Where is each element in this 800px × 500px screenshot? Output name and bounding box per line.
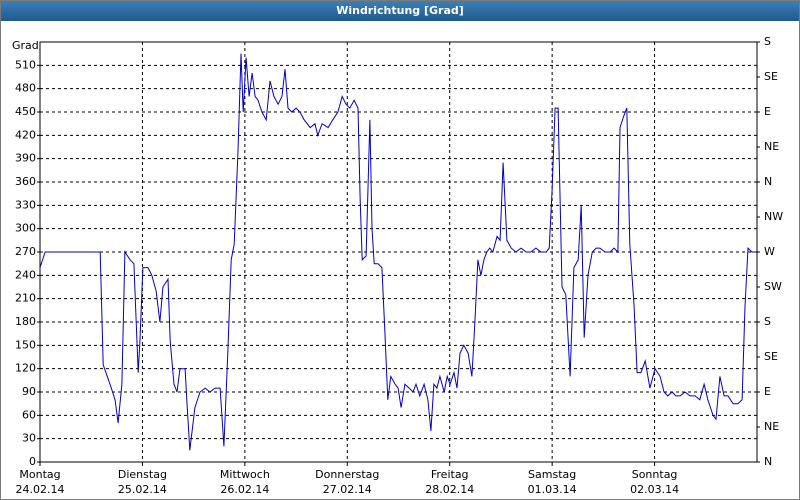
y-tick-label: 450 — [15, 105, 36, 118]
y-tick-label: 90 — [22, 385, 36, 398]
y-axis-label: Grad — [12, 39, 39, 52]
y2-tick-label: NE — [764, 140, 779, 153]
y-tick-label: 60 — [22, 408, 36, 421]
y2-tick-label: W — [764, 245, 775, 258]
y2-tick-label: N — [764, 175, 772, 188]
y-tick-label: 150 — [15, 338, 36, 351]
y2-tick-label: NE — [764, 420, 779, 433]
x-tick-date: 24.02.14 — [16, 483, 65, 496]
y-tick-label: 510 — [15, 58, 36, 71]
x-tick-date: 25.02.14 — [118, 483, 167, 496]
y2-tick-label: NW — [764, 210, 783, 223]
y-tick-label: 360 — [15, 175, 36, 188]
y2-tick-label: SW — [764, 280, 782, 293]
y-tick-label: 240 — [15, 268, 36, 281]
x-tick-label: Samstag — [528, 468, 576, 481]
y-tick-label: 480 — [15, 82, 36, 95]
y-tick-label: 210 — [15, 292, 36, 305]
y2-tick-label: SE — [764, 70, 778, 83]
y-tick-label: 30 — [22, 432, 36, 445]
y2-tick-label: SE — [764, 350, 778, 363]
y-tick-label: 420 — [15, 128, 36, 141]
chart-title: Windrichtung [Grad] — [336, 4, 464, 17]
y-tick-label: 0 — [29, 455, 36, 468]
x-tick-label: Sonntag — [632, 468, 678, 481]
data-line — [39, 53, 756, 451]
y2-tick-label: S — [764, 35, 771, 48]
x-tick-date: 26.02.14 — [220, 483, 269, 496]
y2-tick-label: N — [764, 455, 772, 468]
title-bar — [1, 1, 799, 21]
y2-tick-label: E — [764, 385, 771, 398]
y-tick-label: 180 — [15, 315, 36, 328]
y-tick-label: 270 — [15, 245, 36, 258]
x-tick-date: 02.03.14 — [630, 483, 679, 496]
x-tick-label: Dienstag — [118, 468, 167, 481]
x-tick-date: 01.03.14 — [528, 483, 577, 496]
y-tick-label: 330 — [15, 198, 36, 211]
y2-tick-label: E — [764, 105, 771, 118]
x-tick-label: Donnerstag — [315, 468, 379, 481]
x-tick-date: 27.02.14 — [323, 483, 372, 496]
x-tick-label: Freitag — [431, 468, 469, 481]
y-tick-label: 120 — [15, 362, 36, 375]
y-tick-label: 390 — [15, 152, 36, 165]
x-tick-label: Montag — [19, 468, 60, 481]
x-tick-label: Mittwoch — [220, 468, 270, 481]
y-tick-label: 300 — [15, 222, 36, 235]
y2-tick-label: S — [764, 315, 771, 328]
x-tick-date: 28.02.14 — [425, 483, 474, 496]
